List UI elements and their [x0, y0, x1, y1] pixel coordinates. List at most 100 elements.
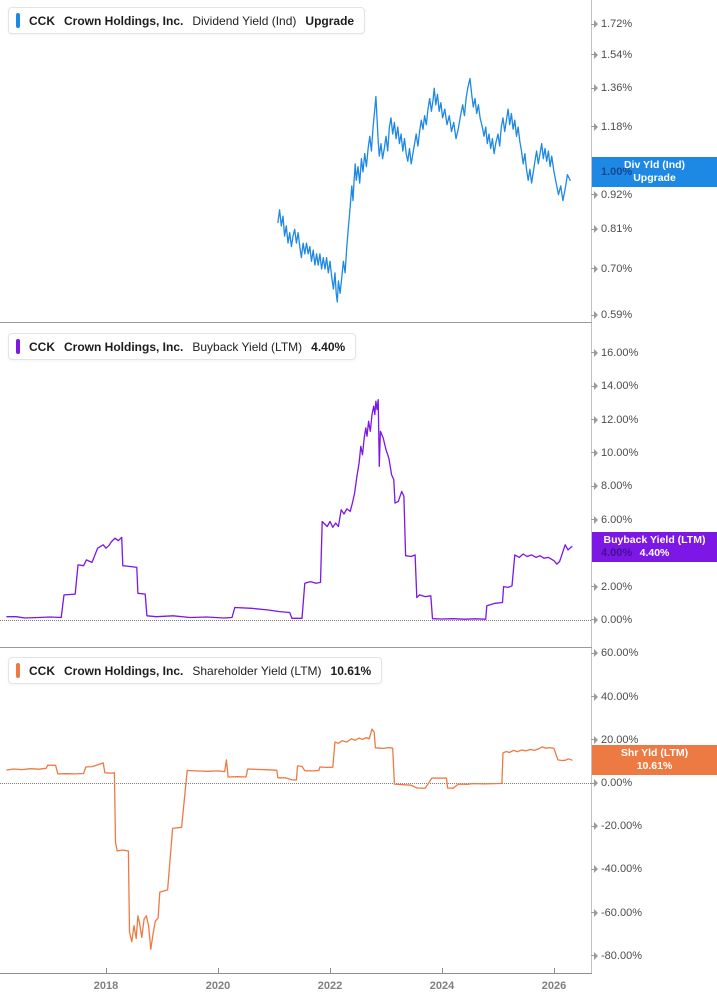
y-tick-label: 40.00% [601, 690, 639, 703]
y-tick-label: 0.70% [601, 262, 633, 275]
legend-chip-shareholder-yield[interactable]: CCK Crown Holdings, Inc. Shareholder Yie… [8, 657, 383, 684]
y-tick-label: 0.81% [601, 223, 633, 236]
y-tick-arrow-icon [590, 582, 599, 591]
y-tick-arrow-icon [590, 482, 599, 491]
shareholder-yield-plot[interactable] [0, 647, 591, 973]
badge-value: Upgrade [633, 171, 676, 184]
badge-metric: Buyback Yield (LTM) [603, 533, 706, 546]
y-tick-label: 0.92% [601, 188, 633, 201]
legend-metric: Shareholder Yield (LTM) [192, 663, 322, 678]
y-tick-arrow-icon [590, 311, 599, 320]
x-tick [441, 968, 443, 973]
y-tick-arrow-icon [590, 692, 599, 701]
x-tick-label: 2024 [429, 980, 455, 992]
axis-badge-shareholder-yield: Shr Yld (LTM) 10.61% [592, 745, 717, 776]
legend-ticker: CCK [29, 339, 55, 354]
x-tick-label: 2020 [205, 980, 231, 992]
y-tick-arrow-icon [590, 822, 599, 831]
y-tick-arrow-icon [590, 190, 599, 199]
y-tick-label: 1.00% [601, 165, 633, 178]
axis-badge-div-yield-upgrade[interactable]: Div Yld (Ind) Upgrade [592, 156, 717, 187]
x-tick [553, 968, 555, 973]
shareholder-yield-line [6, 728, 573, 950]
legend-company: Crown Holdings, Inc. [64, 339, 184, 354]
y-tick-label: -60.00% [601, 906, 642, 919]
y-tick-arrow-icon [590, 122, 599, 131]
badge-metric: Shr Yld (LTM) [620, 747, 689, 760]
y-tick-label: 0.59% [601, 309, 633, 322]
legend-metric: Buyback Yield (LTM) [192, 339, 303, 354]
legend-company: Crown Holdings, Inc. [64, 13, 184, 28]
series-color-bar [16, 663, 20, 678]
y-tick-arrow-icon [590, 908, 599, 917]
dividend-yield-line [277, 77, 571, 303]
zero-reference-line [0, 619, 591, 621]
y-tick-label: -40.00% [601, 863, 642, 876]
y-tick-arrow-icon [590, 615, 599, 624]
y-tick-arrow-icon [590, 382, 599, 391]
y-tick-label: 60.00% [601, 647, 639, 660]
buyback-yield-plot[interactable] [0, 322, 591, 647]
legend-value: Upgrade [305, 13, 355, 28]
x-tick-label: 2022 [317, 980, 343, 992]
y-tick-arrow-icon [590, 225, 599, 234]
legend-value: 4.40% [311, 339, 346, 354]
y-tick-label: 1.18% [601, 120, 633, 133]
series-color-bar [16, 339, 20, 354]
badge-value: 4.40% [639, 546, 670, 559]
legend-chip-buyback-yield[interactable]: CCK Crown Holdings, Inc. Buyback Yield (… [8, 333, 357, 360]
right-axis-line [591, 0, 592, 974]
series-color-bar [16, 13, 20, 28]
y-tick-label: 4.00% [601, 547, 633, 560]
y-tick-arrow-icon [590, 264, 599, 273]
y-tick-label: -80.00% [601, 949, 642, 962]
y-tick-arrow-icon [590, 415, 599, 424]
y-tick-arrow-icon [590, 515, 599, 524]
y-tick-label: 6.00% [601, 513, 633, 526]
y-tick-label: 0.00% [601, 777, 633, 789]
y-tick-arrow-icon [590, 348, 599, 357]
y-tick-label: 1.72% [601, 18, 633, 31]
x-axis-line [0, 973, 592, 974]
x-tick [106, 968, 107, 973]
badge-value: 10.61% [636, 760, 673, 773]
y-tick-label: 10.00% [601, 446, 639, 459]
y-tick-arrow-icon [590, 865, 599, 874]
y-tick-arrow-icon [590, 448, 599, 457]
y-tick-arrow-icon [590, 84, 599, 93]
zero-reference-line [0, 783, 591, 784]
dividend-yield-plot[interactable] [0, 0, 591, 322]
y-tick-arrow-icon [590, 735, 599, 744]
y-tick-label: 16.00% [601, 346, 639, 359]
legend-ticker: CCK [29, 13, 55, 28]
y-tick-arrow-icon [590, 20, 599, 29]
y-tick-arrow-icon [590, 951, 599, 960]
y-tick-arrow-icon [590, 649, 599, 658]
legend-value: 10.61% [330, 663, 372, 678]
badge-metric: Div Yld (Ind) [623, 158, 686, 171]
y-tick-label: 1.36% [601, 82, 633, 95]
y-tick-arrow-icon [590, 50, 599, 59]
y-tick-label: 2.00% [601, 580, 633, 593]
x-tick [217, 968, 219, 973]
y-tick-label: 8.00% [601, 480, 633, 493]
legend-ticker: CCK [29, 663, 55, 678]
buyback-yield-line [6, 398, 573, 620]
y-tick-arrow-icon [590, 779, 599, 787]
y-tick-label: 1.54% [601, 48, 633, 61]
y-tick-label: 0.00% [601, 613, 633, 626]
y-tick-label: 20.00% [601, 733, 639, 746]
y-tick-label: 14.00% [601, 380, 639, 393]
panel-divider [0, 647, 592, 648]
x-tick-label: 2026 [541, 980, 567, 992]
y-tick-label: -20.00% [601, 820, 642, 833]
legend-metric: Dividend Yield (Ind) [192, 13, 297, 28]
x-tick [329, 968, 331, 973]
panel-divider [0, 322, 592, 323]
x-tick-label: 2018 [93, 980, 119, 992]
legend-company: Crown Holdings, Inc. [64, 663, 184, 678]
y-tick-label: 12.00% [601, 413, 639, 426]
legend-chip-dividend-yield[interactable]: CCK Crown Holdings, Inc. Dividend Yield … [8, 7, 366, 34]
axis-badge-buyback-yield: Buyback Yield (LTM) 4.40% [592, 531, 717, 562]
